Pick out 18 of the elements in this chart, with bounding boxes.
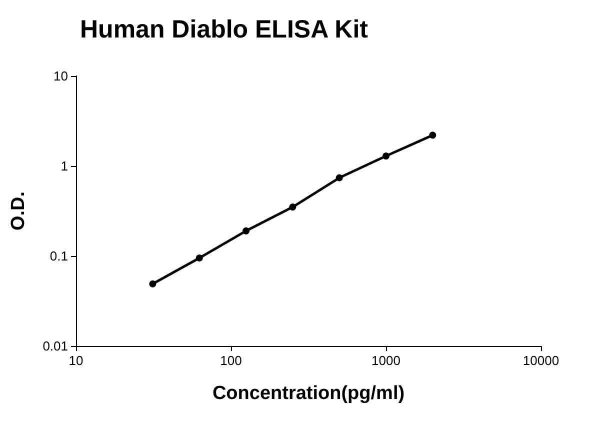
x-tick-label: 100 xyxy=(220,353,242,368)
y-axis-title: O.D. xyxy=(8,191,29,231)
chart-title: Human Diablo ELISA Kit xyxy=(80,16,369,44)
point xyxy=(289,204,296,211)
y-tick-label: 0.1 xyxy=(50,248,68,264)
y-tick-label: 0.01 xyxy=(42,338,68,354)
x-tick-label: 10000 xyxy=(522,353,560,368)
point xyxy=(336,174,343,182)
x-tick-label: 10 xyxy=(68,353,84,368)
point xyxy=(242,227,250,234)
y-tick-label: 10 xyxy=(54,68,68,84)
y-tick-label: 1 xyxy=(60,158,68,174)
point xyxy=(429,132,436,139)
x-tick-label: 1000 xyxy=(372,353,400,368)
point xyxy=(149,280,156,288)
point xyxy=(382,152,390,160)
x-axis-title: Concentration(pg/ml) xyxy=(212,383,405,404)
point xyxy=(196,254,203,262)
